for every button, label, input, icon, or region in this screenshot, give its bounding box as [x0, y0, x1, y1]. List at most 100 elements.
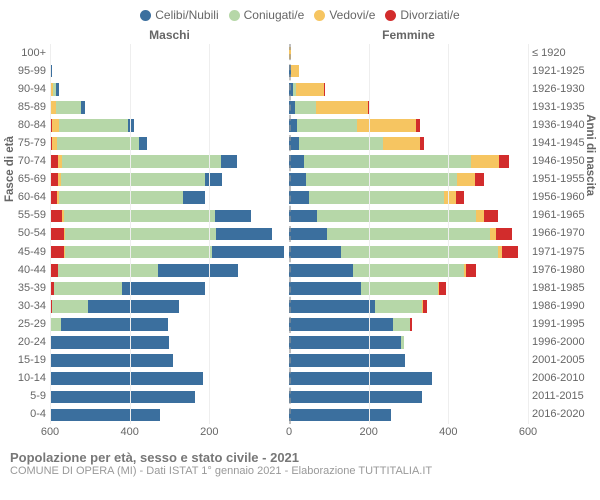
birth-label: 1971-1975: [532, 243, 592, 261]
bar-segment: [324, 83, 325, 96]
male-bar: [50, 83, 289, 96]
bar-segment: [444, 191, 456, 204]
female-bar: [289, 101, 528, 114]
bar-segment: [205, 173, 223, 186]
female-bar: [289, 137, 528, 150]
male-bar: [50, 300, 289, 313]
bar-segment: [61, 318, 169, 331]
bar-segment: [309, 191, 444, 204]
bar-segment: [416, 119, 419, 132]
bar-segment: [215, 210, 251, 223]
bar-segment: [296, 83, 324, 96]
bar-segment: [221, 155, 237, 168]
age-label: 40-44: [8, 261, 46, 279]
legend-item: Divorziati/e: [385, 8, 459, 22]
bar-segment: [52, 300, 88, 313]
age-label: 85-89: [8, 98, 46, 116]
male-bar: [50, 391, 289, 404]
gridline: [448, 44, 449, 424]
legend-item: Coniugati/e: [229, 8, 305, 22]
bar-segment: [51, 318, 61, 331]
female-bar: [289, 228, 528, 241]
male-bar: [50, 65, 289, 78]
x-tick-label: 0: [286, 426, 292, 438]
female-bar: [289, 391, 528, 404]
male-bar: [50, 246, 289, 259]
bar-segment: [59, 119, 129, 132]
female-bar: [289, 191, 528, 204]
legend-swatch: [140, 10, 151, 21]
bar-segment: [361, 282, 439, 295]
bar-segment: [289, 228, 327, 241]
bar-segment: [216, 228, 272, 241]
bar-segment: [158, 264, 238, 277]
legend-swatch: [385, 10, 396, 21]
bar-segment: [289, 155, 304, 168]
y-axis-birth: Anni di nascita ≤ 19201921-19251926-1930…: [528, 44, 592, 424]
bar-segment: [62, 155, 221, 168]
legend-item: Celibi/Nubili: [140, 8, 218, 22]
age-label: 55-59: [8, 207, 46, 225]
bar-segment: [306, 173, 457, 186]
bar-segment: [50, 173, 58, 186]
age-label: 15-19: [8, 352, 46, 370]
bar-segment: [357, 119, 417, 132]
age-label: 20-24: [8, 334, 46, 352]
female-bar: [289, 282, 528, 295]
male-bar: [50, 372, 289, 385]
bar-segment: [289, 372, 432, 385]
age-label: 90-94: [8, 80, 46, 98]
bar-segment: [423, 300, 427, 313]
gridline: [130, 44, 131, 424]
birth-label: ≤ 1920: [532, 44, 592, 62]
age-label: 100+: [8, 44, 46, 62]
male-bar: [50, 409, 289, 422]
bar-segment: [139, 137, 147, 150]
bars-container: [50, 44, 528, 424]
male-bar: [50, 47, 289, 60]
bar-segment: [341, 246, 498, 259]
female-bar: [289, 300, 528, 313]
bar-segment: [289, 191, 309, 204]
bar-segment: [65, 228, 216, 241]
male-bar: [50, 155, 289, 168]
bar-segment: [51, 65, 52, 78]
bar-segment: [401, 336, 404, 349]
birth-label: 1996-2000: [532, 334, 592, 352]
x-ticks: 6004002000200400600: [50, 424, 528, 446]
bar-segment: [61, 173, 204, 186]
bar-segment: [50, 391, 195, 404]
bar-segment: [476, 210, 484, 223]
bar-segment: [291, 65, 300, 78]
bar-segment: [299, 137, 383, 150]
birth-label: 1981-1985: [532, 279, 592, 297]
header-males: Maschi: [50, 28, 289, 42]
male-bar: [50, 336, 289, 349]
bar-segment: [64, 210, 215, 223]
chart-footer: Popolazione per età, sesso e stato civil…: [8, 450, 592, 477]
bar-segment: [56, 83, 58, 96]
bar-segment: [59, 191, 182, 204]
bar-segment: [327, 228, 490, 241]
x-tick-label: 600: [519, 426, 537, 438]
bar-segment: [81, 101, 85, 114]
population-pyramid-chart: Celibi/NubiliConiugati/eVedovi/eDivorzia…: [0, 0, 600, 500]
female-bar: [289, 336, 528, 349]
bar-segment: [289, 409, 391, 422]
age-label: 5-9: [8, 388, 46, 406]
bar-segment: [499, 155, 509, 168]
bar-segment: [51, 336, 169, 349]
bar-segment: [58, 264, 158, 277]
male-bar: [50, 282, 289, 295]
bar-segment: [289, 391, 422, 404]
age-label: 0-4: [8, 406, 46, 424]
birth-label: 1986-1990: [532, 297, 592, 315]
chart-source: COMUNE DI OPERA (MI) - Dati ISTAT 1° gen…: [10, 465, 592, 477]
female-bar: [289, 210, 528, 223]
birth-label: 1966-1970: [532, 225, 592, 243]
male-bar: [50, 119, 289, 132]
bar-segment: [375, 300, 423, 313]
male-bar: [50, 318, 289, 331]
legend-swatch: [229, 10, 240, 21]
female-bar: [289, 47, 528, 60]
